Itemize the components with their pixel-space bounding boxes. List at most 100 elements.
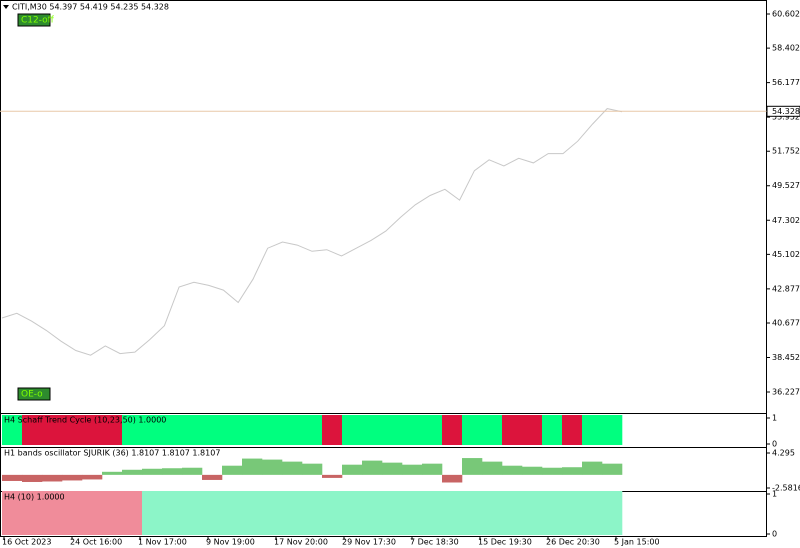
state-bar [122, 415, 143, 445]
state-bar [302, 491, 323, 535]
state-bar [42, 415, 63, 445]
axis-label: 4.295 [772, 449, 795, 458]
osc-bar [582, 461, 603, 475]
time-label: 29 Nov 17:30 [342, 538, 396, 547]
state-bar [62, 491, 83, 535]
osc-bar [562, 467, 583, 475]
state-bar [482, 491, 503, 535]
state-bar [422, 491, 443, 535]
axis-label: 1 [772, 490, 777, 499]
osc-bar [462, 458, 483, 475]
time-label: 17 Nov 20:00 [274, 538, 328, 547]
state-bar [522, 415, 543, 445]
price-label: 47.302 [772, 216, 800, 225]
price-label: 40.677 [772, 318, 800, 327]
price-label: 56.177 [772, 78, 800, 87]
state-bar [522, 491, 543, 535]
menu-icon[interactable] [3, 5, 9, 9]
state-bar [502, 415, 523, 445]
state-bar [342, 415, 363, 445]
state-bar [282, 491, 303, 535]
symbol-title: CITI,M30 54.397 54.419 54.235 54.328 [12, 3, 169, 12]
last-price-label: 54.328 [772, 107, 800, 116]
price-label: 36.227 [772, 388, 800, 397]
osc-bar [342, 464, 363, 475]
state-bar [202, 491, 223, 535]
state-bar [182, 491, 203, 535]
state-bar [102, 415, 123, 445]
osc-bar [222, 465, 243, 475]
state-bar [442, 491, 463, 535]
osc-bar [262, 459, 283, 475]
state-bar [122, 491, 143, 535]
price-label: 60.602 [772, 10, 800, 19]
price-label: 42.877 [772, 284, 800, 293]
state-bar [22, 491, 43, 535]
state-bar [602, 415, 623, 445]
osc-bar [602, 463, 623, 475]
osc-bar [102, 471, 123, 475]
state-bar [562, 415, 583, 445]
osc-bar [502, 465, 523, 475]
state-bar [362, 415, 383, 445]
state-bar [162, 491, 183, 535]
state-bar [82, 415, 103, 445]
time-label: 5 Jan 15:00 [614, 538, 660, 547]
state-bar [102, 491, 123, 535]
state-bar [502, 491, 523, 535]
state-bar [202, 415, 223, 445]
state-bar [442, 415, 463, 445]
state-bar [322, 415, 343, 445]
osc-bar [422, 463, 443, 475]
state-bar [22, 415, 43, 445]
state-bar [602, 491, 623, 535]
state-bar [382, 415, 403, 445]
status-badge [17, 13, 51, 27]
price-line [1, 108, 623, 356]
osc-bar [162, 468, 183, 475]
state-bar [582, 491, 603, 535]
osc-bar [542, 467, 563, 475]
price-label: 38.452 [772, 353, 800, 362]
state-bar [342, 491, 363, 535]
state-bar [482, 415, 503, 445]
state-bar [542, 415, 563, 445]
state-bar [182, 415, 203, 445]
price-label: 49.527 [772, 181, 800, 190]
state-bar [402, 491, 423, 535]
osc-bar [322, 474, 343, 478]
osc-bar [2, 474, 23, 481]
status-label: C12-off [21, 16, 55, 26]
osc-bar [42, 474, 63, 482]
state-bar [142, 415, 163, 445]
axis-label: 1 [772, 414, 777, 423]
state-bar [462, 415, 483, 445]
state-bar [162, 415, 183, 445]
state-bar [222, 415, 243, 445]
state-bar [242, 491, 263, 535]
state-bar [222, 491, 243, 535]
time-label: 15 Dec 19:30 [478, 538, 532, 547]
price-label: 53.952 [772, 113, 800, 122]
state-bar [562, 491, 583, 535]
osc-bar [482, 461, 503, 475]
indicator-title: H4 (10) 1.0000 [4, 493, 65, 502]
state-bar [542, 491, 563, 535]
last-price-box [766, 105, 800, 117]
osc-bar [522, 466, 543, 475]
osc-bar [282, 461, 303, 475]
state-bar [362, 491, 383, 535]
price-label: 51.752 [772, 147, 800, 156]
status-label: OE-o [21, 390, 43, 400]
osc-bar [402, 464, 423, 475]
time-label: 16 Oct 2023 [2, 538, 51, 547]
time-label: 24 Oct 16:00 [70, 538, 122, 547]
state-bar [242, 415, 263, 445]
state-bar [82, 491, 103, 535]
axis-label: 0 [772, 530, 777, 539]
osc-bar [82, 474, 103, 480]
osc-bar [202, 474, 223, 480]
axis-label: 0 [772, 440, 777, 449]
state-bar [282, 415, 303, 445]
